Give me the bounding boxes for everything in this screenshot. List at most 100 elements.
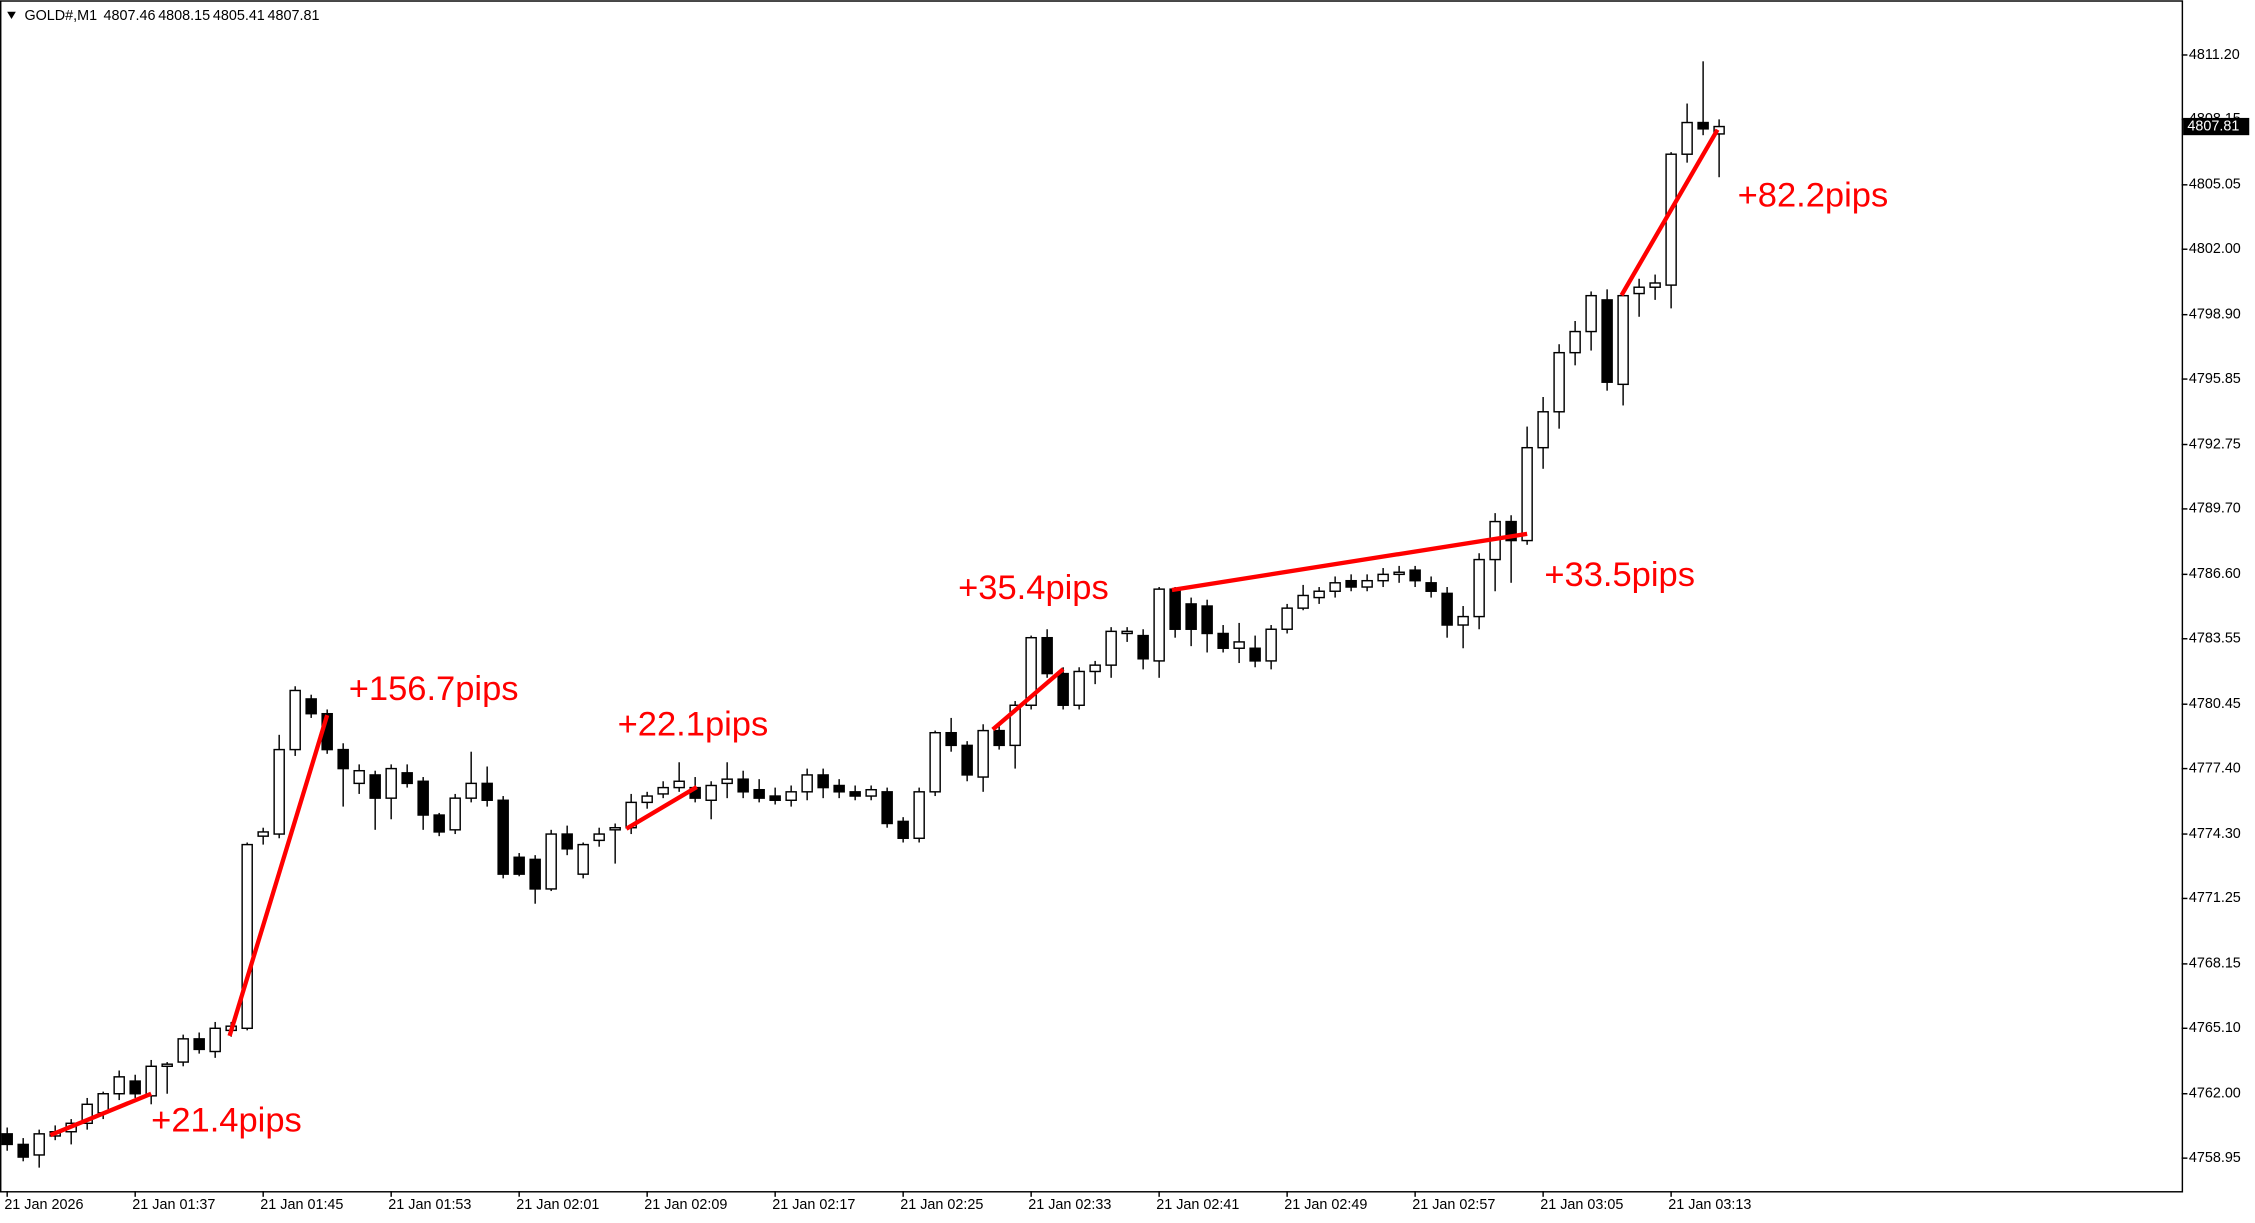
header-ohlc: 4807.81 <box>267 8 319 24</box>
candle <box>1089 660 1101 685</box>
candle-body <box>161 1063 173 1068</box>
symbol-title: GOLD#,M1 <box>24 8 97 24</box>
candle-body <box>849 791 861 797</box>
candle-body <box>353 769 365 785</box>
candle-body <box>1457 615 1469 626</box>
x-tick-label: 21 Jan 01:45 <box>260 1197 343 1213</box>
candle <box>1425 576 1437 598</box>
x-tick-label: 21 Jan 02:25 <box>900 1197 983 1213</box>
candle-body <box>1281 607 1293 630</box>
candle <box>113 1070 125 1101</box>
x-tick-label: 21 Jan 03:05 <box>1540 1197 1623 1213</box>
candle <box>81 1097 93 1130</box>
current-price-label: 4807.81 <box>2187 118 2239 134</box>
header-ohlc: 4807.46 <box>104 8 156 24</box>
candle-body <box>1697 121 1709 130</box>
y-tick-label: 4792.75 <box>2189 436 2241 452</box>
candle <box>849 785 861 801</box>
candle <box>289 686 301 756</box>
candle <box>1409 565 1421 588</box>
candle <box>417 777 429 830</box>
candle-body <box>1409 569 1421 582</box>
candle-body <box>769 795 781 801</box>
y-tick-label: 4798.90 <box>2189 306 2241 322</box>
x-tick-label: 21 Jan 01:37 <box>132 1197 215 1213</box>
candle-body <box>145 1065 157 1097</box>
candle <box>177 1034 189 1067</box>
candle-body <box>33 1133 45 1156</box>
candle-body <box>961 744 973 776</box>
candle <box>1441 587 1453 638</box>
candle-body <box>1185 603 1197 630</box>
candle-body <box>417 780 429 816</box>
candle <box>577 842 589 879</box>
annotation-label: +82.2pips <box>1738 176 1889 214</box>
candle <box>913 787 925 843</box>
candle-body <box>1313 590 1325 599</box>
y-tick-label: 4811.20 <box>2189 47 2240 63</box>
candle-body <box>1441 592 1453 626</box>
header-ohlc: 4808.15 <box>158 8 210 24</box>
candle-body <box>1121 630 1133 635</box>
y-tick-label: 4771.25 <box>2189 890 2241 906</box>
trend-line <box>625 785 698 831</box>
x-tick-label: 21 Jan 01:53 <box>388 1197 471 1213</box>
candle <box>1233 622 1245 664</box>
candle <box>481 766 493 807</box>
candle-body <box>1649 282 1661 288</box>
candle <box>1057 667 1069 710</box>
candle-body <box>369 774 381 799</box>
candle-body <box>273 748 285 835</box>
candle-body <box>481 782 493 801</box>
candle-body <box>433 814 445 833</box>
candle-body <box>1 1133 13 1146</box>
candle-body <box>113 1076 125 1095</box>
y-tick-label: 4765.10 <box>2189 1020 2241 1036</box>
candle-body <box>1105 630 1117 666</box>
candle-body <box>497 799 509 875</box>
candle-body <box>1345 579 1357 588</box>
candle <box>1153 587 1165 678</box>
candle <box>465 751 477 803</box>
candle-body <box>1073 670 1085 706</box>
candle-body <box>737 778 749 793</box>
candle <box>353 764 365 794</box>
candle <box>865 785 877 801</box>
candle <box>1713 119 1725 178</box>
candle <box>1521 426 1533 545</box>
candle <box>897 817 909 843</box>
candle <box>641 791 653 809</box>
candle-body <box>17 1143 29 1158</box>
candle <box>1345 574 1357 592</box>
candle <box>17 1138 29 1162</box>
y-tick-label: 4805.05 <box>2189 177 2241 193</box>
candle-body <box>513 856 525 875</box>
x-tick-label: 21 Jan 03:13 <box>1668 1197 1751 1213</box>
candle-body <box>1025 636 1037 706</box>
candle-body <box>1169 588 1181 630</box>
candle <box>209 1021 221 1058</box>
candle-body <box>673 780 685 789</box>
candle <box>1633 278 1645 317</box>
annotation-label: +22.1pips <box>618 706 769 744</box>
candle <box>545 829 557 892</box>
candle <box>1281 603 1293 634</box>
candle <box>1473 553 1485 630</box>
candle-body <box>1089 664 1101 673</box>
candle <box>1377 568 1389 588</box>
candle-body <box>449 797 461 831</box>
candle <box>1505 515 1517 583</box>
candle <box>593 827 605 847</box>
candle <box>1 1127 13 1151</box>
candle-body <box>529 858 541 890</box>
candle <box>833 779 845 799</box>
header-ohlc: 4805.41 <box>213 8 265 24</box>
y-tick-label: 4777.40 <box>2189 760 2241 776</box>
candle-body <box>721 778 733 785</box>
candle <box>721 762 733 799</box>
candle-body <box>209 1027 221 1053</box>
candle <box>1121 627 1133 642</box>
candle <box>401 764 413 788</box>
candle-body <box>337 748 349 770</box>
